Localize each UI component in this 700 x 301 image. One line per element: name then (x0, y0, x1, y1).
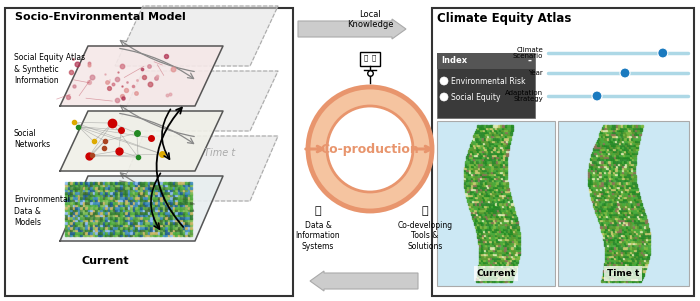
Text: Environmental
Data &
Models: Environmental Data & Models (14, 195, 70, 227)
Text: Local
Knowledge: Local Knowledge (346, 10, 393, 29)
FancyBboxPatch shape (437, 121, 555, 286)
Polygon shape (115, 71, 278, 131)
Text: Data &
Information
Systems: Data & Information Systems (295, 221, 340, 251)
Text: Current: Current (477, 269, 516, 278)
FancyArrow shape (310, 271, 418, 291)
Text: Social Equity Atlas
& Synthetic
Information: Social Equity Atlas & Synthetic Informat… (14, 53, 85, 85)
Text: Environmental Risk: Environmental Risk (451, 76, 526, 85)
Circle shape (592, 91, 602, 101)
FancyArrow shape (298, 19, 406, 39)
Text: 👥: 👥 (421, 206, 428, 216)
Text: Adaptation
Strategy: Adaptation Strategy (505, 89, 543, 103)
Text: Year: Year (528, 70, 543, 76)
Text: Social Equity: Social Equity (451, 92, 500, 101)
Text: Climate Equity Atlas: Climate Equity Atlas (437, 12, 571, 25)
Text: 👍: 👍 (364, 55, 368, 61)
Text: Co-developing
Tools &
Solutions: Co-developing Tools & Solutions (398, 221, 453, 251)
Text: Index: Index (441, 56, 467, 65)
Circle shape (440, 77, 448, 85)
Circle shape (440, 93, 448, 101)
Circle shape (308, 87, 432, 211)
Text: -: - (527, 56, 531, 66)
Polygon shape (115, 136, 278, 201)
Text: 👎: 👎 (372, 55, 376, 61)
Text: Social
Networks: Social Networks (14, 129, 50, 149)
Polygon shape (60, 111, 223, 171)
Circle shape (658, 48, 668, 58)
Text: Current: Current (81, 256, 129, 266)
Text: Socio-Environmental Model: Socio-Environmental Model (15, 12, 186, 22)
Text: Time t: Time t (204, 148, 236, 158)
Text: 🖥️: 🖥️ (315, 206, 321, 216)
FancyBboxPatch shape (437, 53, 535, 69)
Text: Climate
Scenario: Climate Scenario (512, 46, 543, 60)
Polygon shape (60, 46, 223, 106)
FancyBboxPatch shape (437, 53, 535, 118)
Circle shape (620, 68, 630, 78)
Polygon shape (115, 6, 278, 66)
FancyBboxPatch shape (432, 8, 694, 296)
FancyBboxPatch shape (5, 8, 293, 296)
Text: Co-production: Co-production (321, 142, 419, 156)
FancyBboxPatch shape (558, 121, 689, 286)
Polygon shape (60, 176, 223, 241)
Circle shape (327, 106, 413, 192)
FancyBboxPatch shape (360, 52, 380, 66)
Text: Time t: Time t (607, 269, 639, 278)
